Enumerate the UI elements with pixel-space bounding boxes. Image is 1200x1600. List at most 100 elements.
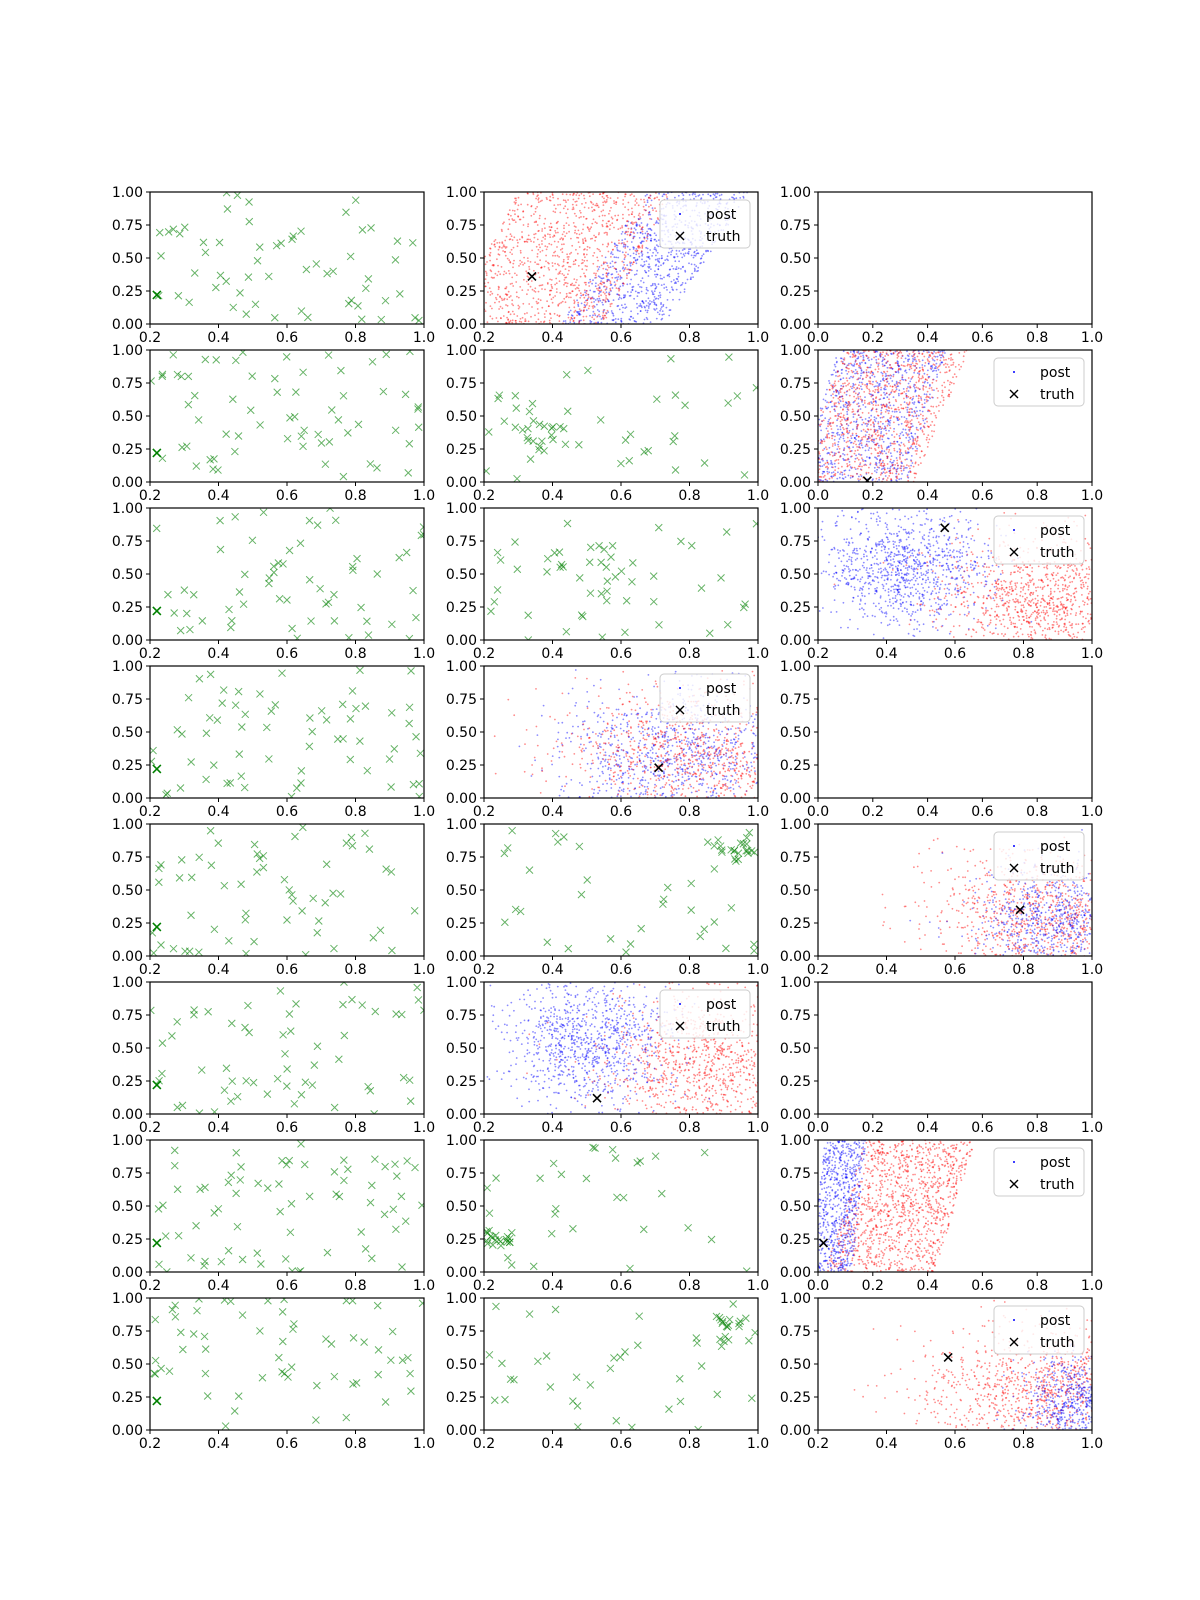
- post-point: [548, 268, 551, 271]
- post-point: [1020, 587, 1022, 589]
- post-point: [929, 385, 931, 387]
- post-point: [977, 596, 980, 599]
- post-point: [671, 265, 673, 267]
- post-point: [550, 226, 553, 229]
- post-point: [835, 452, 837, 455]
- post-point: [564, 301, 567, 304]
- post-point: [1007, 601, 1010, 604]
- post-point: [847, 446, 850, 449]
- post-point: [869, 377, 872, 380]
- post-point: [916, 372, 919, 374]
- post-point: [608, 279, 611, 282]
- post-point: [513, 259, 515, 262]
- post-point: [868, 433, 871, 436]
- post-point: [878, 362, 880, 365]
- post-point: [836, 477, 839, 480]
- post-point: [576, 311, 579, 313]
- post-point: [596, 222, 598, 225]
- post-point: [577, 264, 580, 267]
- post-point: [602, 263, 605, 265]
- post-point: [626, 220, 629, 222]
- post-point: [512, 285, 515, 287]
- post-point: [639, 303, 642, 305]
- post-point: [622, 217, 624, 220]
- post-point: [872, 404, 875, 406]
- sample-marker: [164, 227, 173, 236]
- post-point: [948, 370, 951, 372]
- post-point: [884, 373, 887, 375]
- post-point: [621, 226, 624, 229]
- post-point: [514, 272, 516, 275]
- post-point: [608, 266, 610, 269]
- post-point: [591, 297, 594, 300]
- post-point: [697, 252, 700, 255]
- post-point: [627, 208, 630, 211]
- sample-marker: [655, 620, 663, 629]
- post-point: [872, 438, 874, 441]
- post-point: [857, 408, 860, 411]
- post-point: [1004, 590, 1006, 593]
- post-point: [838, 374, 841, 377]
- post-point: [908, 408, 911, 411]
- y-tick-label: 0.50: [112, 251, 143, 267]
- post-point: [918, 395, 920, 397]
- post-point: [820, 476, 823, 478]
- post-point: [827, 451, 830, 454]
- post-point: [880, 463, 883, 465]
- post-point: [884, 393, 886, 396]
- post-point: [909, 467, 911, 470]
- post-point: [602, 299, 604, 301]
- post-point: [878, 427, 881, 430]
- post-point: [863, 402, 866, 404]
- post-point: [907, 479, 910, 482]
- post-point: [629, 248, 631, 251]
- post-point: [878, 459, 881, 462]
- post-point: [1048, 602, 1051, 604]
- post-point: [825, 393, 827, 396]
- post-point: [875, 429, 878, 432]
- post-point: [646, 201, 649, 204]
- post-point: [881, 468, 883, 471]
- post-point: [599, 299, 602, 302]
- post-point: [517, 215, 519, 218]
- post-point: [585, 290, 588, 292]
- post-point: [880, 403, 883, 406]
- post-point: [584, 265, 587, 267]
- post-point: [874, 391, 876, 393]
- post-point: [618, 287, 620, 290]
- post-point: [972, 628, 974, 631]
- post-point: [489, 251, 492, 254]
- sample-marker: [528, 399, 537, 408]
- post-point: [585, 299, 587, 302]
- post-point: [832, 443, 834, 445]
- post-point: [867, 428, 870, 431]
- post-point: [675, 249, 678, 252]
- post-point: [559, 292, 562, 294]
- post-point: [915, 386, 918, 389]
- post-point: [896, 385, 899, 388]
- post-point: [852, 364, 854, 367]
- post-point: [637, 283, 640, 286]
- post-point: [666, 299, 669, 301]
- post-point: [1024, 612, 1027, 615]
- post-point: [883, 371, 886, 374]
- post-point: [530, 240, 532, 243]
- post-point: [837, 445, 840, 448]
- post-point: [572, 193, 575, 195]
- post-point: [1060, 576, 1062, 579]
- post-point: [582, 319, 585, 322]
- post-point: [650, 284, 652, 287]
- post-point: [693, 250, 696, 253]
- post-point: [859, 408, 862, 410]
- post-point: [864, 436, 867, 438]
- post-point: [707, 250, 709, 253]
- post-point: [835, 371, 837, 374]
- post-point: [515, 199, 517, 202]
- post-point: [537, 263, 540, 266]
- post-point: [877, 404, 880, 407]
- post-point: [1082, 616, 1085, 618]
- sample-marker: [617, 567, 626, 576]
- post-point: [534, 232, 537, 235]
- post-point: [880, 444, 883, 447]
- post-point: [574, 288, 577, 290]
